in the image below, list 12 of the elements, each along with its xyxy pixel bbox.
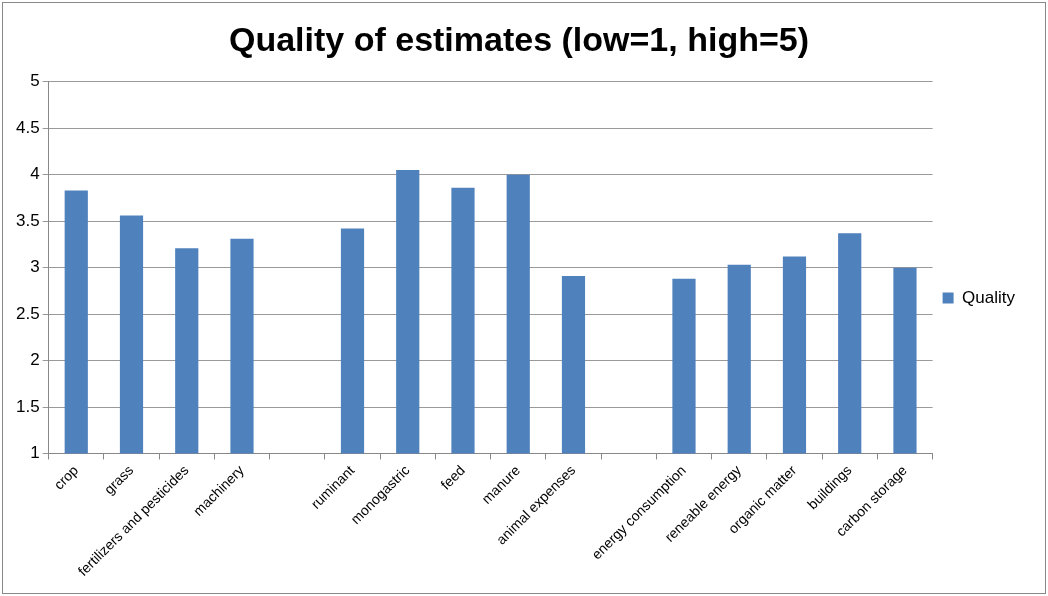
legend-label: Quality (962, 287, 1016, 307)
chart-title: Quality of estimates (low=1, high=5) (228, 19, 810, 58)
y-tick-label: 1 (30, 443, 40, 463)
y-tick-label: 3.5 (15, 210, 40, 230)
x-tick-label: crop (50, 461, 82, 493)
y-tick-label: 3 (30, 257, 40, 277)
y-tick-label: 5 (30, 71, 40, 91)
y-tick-label: 1.5 (15, 396, 40, 416)
y-tick-label: 4 (30, 164, 40, 184)
y-tick-label: 2 (30, 350, 40, 370)
y-tick-label: 4.5 (15, 117, 40, 137)
y-tick-label: 2.5 (15, 303, 40, 323)
